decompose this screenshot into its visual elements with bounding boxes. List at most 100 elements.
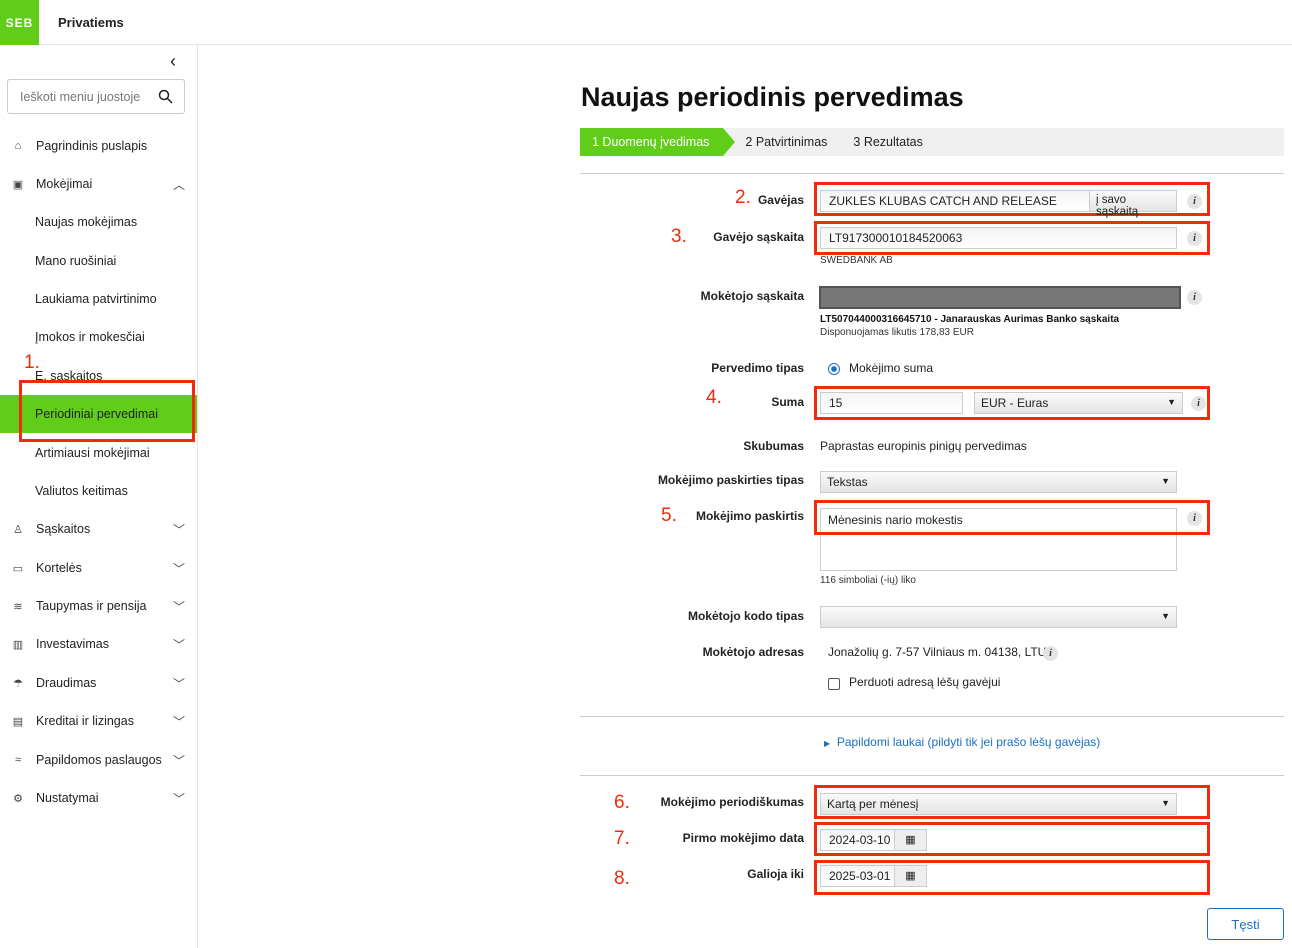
info-icon[interactable]: i: [1187, 194, 1202, 209]
sidebar-item[interactable]: Artimiausi mokėjimai: [0, 434, 197, 472]
annotation-box: [814, 785, 1210, 819]
payer-account-select-redacted[interactable]: [819, 286, 1181, 309]
available-balance: Disponuojamas likutis 178,83 EUR: [820, 327, 974, 338]
sidebar-item-label: Papildomos paslaugos: [36, 753, 162, 767]
sidebar-item[interactable]: E. sąskaitos: [0, 357, 197, 395]
top-bar: [0, 0, 1292, 45]
payer-code-type-label: Mokėtojo kodo tipas: [687, 609, 804, 623]
annotation-box: [19, 380, 195, 442]
first-date-input[interactable]: 2024-03-10 ▦: [820, 829, 927, 851]
purpose-type-label: Mokėjimo paskirties tipas: [657, 473, 804, 487]
currency-select[interactable]: EUR - Euras ▼: [974, 392, 1183, 414]
sidebar-item[interactable]: ≈ Papildomos paslaugos ﹀: [0, 741, 197, 779]
payer-address-value: Jonažolių g. 7-57 Vilniaus m. 04138, LTU: [828, 645, 1047, 659]
sidebar-item[interactable]: Periodiniai pervedimai: [0, 395, 197, 433]
annotation-box: [814, 182, 1210, 216]
step-confirmation: 2 Patvirtinimas: [745, 135, 828, 149]
page-title: Naujas periodinis pervedimas: [581, 82, 964, 112]
extra-fields-label: Papildomi laukai (pildyti tik jei prašo …: [836, 735, 1101, 749]
card-icon: ▭: [12, 562, 24, 575]
recipient-label: Gavėjas: [757, 193, 804, 207]
valid-until-input[interactable]: 2025-03-01 ▦: [820, 865, 927, 887]
currency-value: EUR - Euras: [981, 396, 1049, 410]
annotation-box: [814, 860, 1210, 895]
own-account-button[interactable]: į savo sąskaitą: [1089, 190, 1177, 218]
payer-code-type-select[interactable]: ▼: [820, 606, 1177, 628]
chevron-down-icon[interactable]: ﹀: [172, 714, 185, 729]
info-icon[interactable]: i: [1187, 511, 1202, 526]
sidebar-item[interactable]: Valiutos keitimas: [0, 472, 197, 510]
brand-label[interactable]: Privatiems: [58, 15, 124, 30]
sidebar-item-label: Artimiausi mokėjimai: [35, 446, 150, 460]
continue-button[interactable]: Tęsti: [1207, 908, 1284, 940]
chevron-down-icon[interactable]: ﹀: [172, 637, 185, 652]
sidebar-item[interactable]: ≋ Taupymas ir pensija ﹀: [0, 587, 197, 625]
extra-fields-toggle[interactable]: ▶ Papildomi laukai (pildyti tik jei praš…: [824, 735, 1100, 749]
sidebar-item-label: Mano ruošiniai: [35, 254, 117, 268]
info-icon[interactable]: i: [1043, 646, 1058, 661]
chevron-down-icon[interactable]: ﹀: [172, 753, 185, 768]
search-icon[interactable]: [158, 89, 173, 104]
sidebar-item[interactable]: ⌂ Pagrindinis puslapis: [0, 127, 197, 165]
purpose-value: Mėnesinis nario mokestis: [828, 513, 963, 527]
info-icon[interactable]: i: [1187, 231, 1202, 246]
annotation-6: 6.: [614, 792, 630, 813]
purpose-type-select[interactable]: Tekstas ▼: [820, 471, 1177, 493]
purpose-textarea[interactable]: [820, 508, 1177, 571]
sidebar-item-label: Mokėjimai: [36, 177, 93, 191]
sidebar-item[interactable]: ▥ Investavimas ﹀: [0, 625, 197, 663]
umbrella-icon: ☂: [13, 677, 23, 690]
chars-remaining: 116 simboliai (-ių) liko: [820, 575, 916, 586]
payer-account-details: LT507044000316645710 - Janarauskas Aurim…: [820, 314, 1120, 325]
menu-search-input[interactable]: Ieškoti meniu juostoje: [7, 79, 185, 114]
sidebar-item-label: Sąskaitos: [36, 522, 91, 536]
recipient-account-input[interactable]: LT917300010184520063: [820, 227, 1177, 249]
chevron-down-icon[interactable]: ﹀: [172, 676, 185, 691]
savings-icon: ≋: [13, 600, 23, 613]
sidebar-item[interactable]: ▭ Kortelės ﹀: [0, 549, 197, 587]
home-icon: ⌂: [14, 140, 22, 152]
transfer-type-label: Pervedimo tipas: [711, 361, 804, 375]
sidebar-item[interactable]: ♙ Sąskaitos ﹀: [0, 510, 197, 548]
chevron-up-icon[interactable]: ︿: [172, 177, 185, 192]
annotation-box: [814, 386, 1210, 420]
chevron-down-icon[interactable]: ﹀: [172, 599, 185, 614]
sidebar-item-label: Kreditai ir lizingas: [36, 714, 134, 728]
sidebar-item[interactable]: ▣ Mokėjimai ︿: [0, 165, 197, 203]
seb-logo[interactable]: SEB: [0, 0, 39, 45]
amount-radio[interactable]: [828, 363, 840, 375]
periodicity-select[interactable]: Kartą per mėnesį ▼: [820, 793, 1177, 815]
stepper: 1 Duomenų įvedimas 2 Patvirtinimas 3 Rez…: [580, 128, 1284, 156]
chevron-down-icon[interactable]: ﹀: [172, 791, 185, 806]
transfer-address-checkbox[interactable]: [828, 678, 840, 690]
periodicity-label: Mokėjimo periodiškumas: [660, 795, 804, 809]
sidebar-item[interactable]: Laukiama patvirtinimo: [0, 280, 197, 318]
chevron-down-icon[interactable]: ﹀: [172, 522, 185, 537]
annotation-8: 8.: [614, 868, 630, 889]
info-icon[interactable]: i: [1187, 290, 1202, 305]
sidebar-item[interactable]: Naujas mokėjimas: [0, 203, 197, 241]
annotation-box: [814, 822, 1210, 856]
sidebar-item[interactable]: ⚙ Nustatymai ﹀: [0, 779, 197, 817]
amount-input[interactable]: 15: [820, 392, 963, 414]
sidebar: [0, 45, 198, 948]
amount-radio-label: Mokėjimo suma: [849, 361, 934, 375]
user-icon: ♙: [13, 523, 23, 536]
chevron-down-icon[interactable]: ﹀: [172, 561, 185, 576]
annotation-4: 4.: [706, 387, 722, 408]
bank-name: SWEDBANK AB: [820, 255, 893, 266]
annotation-box: [814, 500, 1210, 535]
calendar-icon[interactable]: ▦: [894, 866, 926, 886]
info-icon[interactable]: i: [1191, 396, 1206, 411]
sidebar-item-label: Pagrindinis puslapis: [36, 139, 148, 153]
calendar-icon[interactable]: ▦: [894, 830, 926, 850]
collapse-sidebar-icon[interactable]: ‹: [170, 51, 176, 71]
recipient-input[interactable]: ZUKLES KLUBAS CATCH AND RELEASE: [820, 190, 1090, 212]
sidebar-item[interactable]: Mano ruošiniai: [0, 242, 197, 280]
purpose-type-value: Tekstas: [827, 475, 868, 489]
sidebar-item[interactable]: ☂ Draudimas ﹀: [0, 664, 197, 702]
sidebar-item-label: Draudimas: [36, 676, 97, 690]
sidebar-item[interactable]: Įmokos ir mokesčiai: [0, 318, 197, 356]
sidebar-item[interactable]: ▤ Kreditai ir lizingas ﹀: [0, 702, 197, 740]
valid-until-value: 2025-03-01: [829, 869, 891, 883]
